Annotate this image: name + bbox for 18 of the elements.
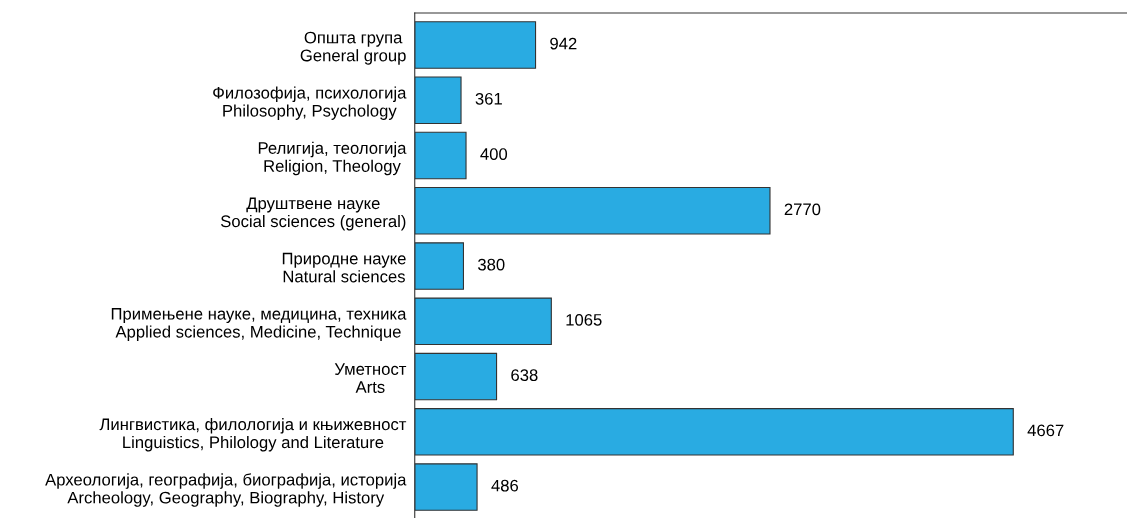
data-label: 1065 xyxy=(566,313,602,326)
y-tick-label: Религија, теологија Religion, Theology xyxy=(258,141,407,176)
y-tick-label: Друштвене науке Social sciences (general) xyxy=(220,197,406,231)
data-label: 4667 xyxy=(1027,424,1064,437)
data-label: 486 xyxy=(491,479,519,492)
data-label: 942 xyxy=(550,37,577,50)
data-label: 2770 xyxy=(784,203,821,216)
data-label: 638 xyxy=(511,369,538,382)
y-tick-label: Општа група General group xyxy=(300,31,406,65)
y-tick-label: Природне науке Natural sciences xyxy=(282,252,406,283)
y-tick-label: Филозофија, психологија Philosophy, Psychology xyxy=(213,86,407,120)
y-tick-label: Лингвистика, филологија и књижевност Linguistics, Philology and Literature xyxy=(99,417,407,452)
data-label: 380 xyxy=(478,258,505,271)
data-label: 400 xyxy=(480,148,508,160)
y-tick-label: Уметност Arts xyxy=(334,363,407,393)
y-tick-label: Примењене науке, медицина, техника Applied sciences, Medicine, Technique xyxy=(111,308,407,341)
y-tick-label: Археологија, географија, биографија, историја Archeology, Geography, Biography, History xyxy=(45,473,407,507)
data-label: 361 xyxy=(475,92,502,105)
